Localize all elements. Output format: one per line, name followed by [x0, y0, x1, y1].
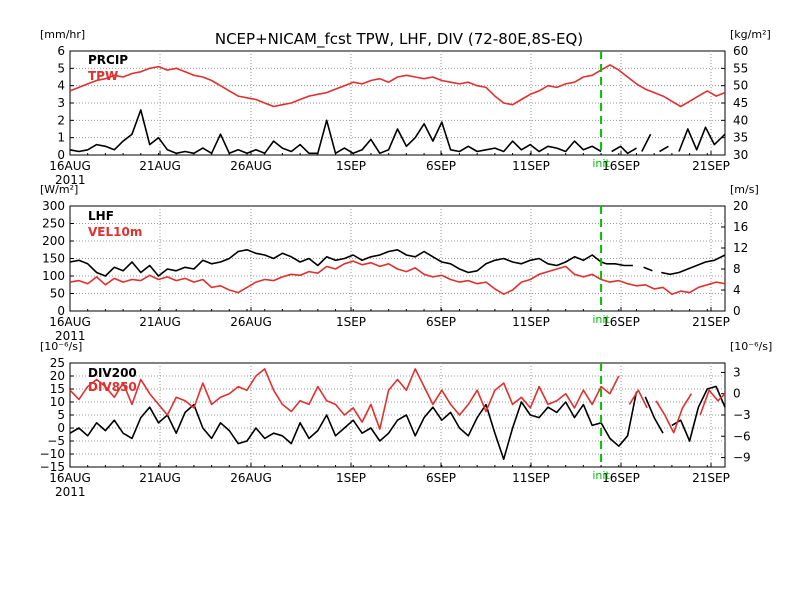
y-left-tick-label: 300	[42, 199, 65, 213]
right-axis-unit: [kg/m²]	[730, 28, 771, 41]
x-tick-label: 1SEP	[336, 315, 366, 329]
left-axis-unit: [mm/hr]	[40, 28, 85, 41]
y-right-tick-label: 35	[733, 131, 748, 145]
y-right-tick-label: 45	[733, 96, 748, 110]
y-left-tick-label: −15	[40, 460, 65, 474]
series-line-vel10m	[69, 260, 726, 295]
x-year-label: 2011	[55, 329, 86, 343]
y-left-tick-label: 5	[57, 61, 65, 75]
series-line-div200	[69, 385, 726, 460]
y-left-tick-label: 0	[57, 421, 65, 435]
x-tick-label: 16SEP	[602, 159, 640, 173]
x-tick-label: 21AUG	[139, 315, 181, 329]
y-left-tick-label: 5	[57, 408, 65, 422]
series-line-lhf	[69, 249, 726, 277]
y-right-tick-label: 3	[733, 365, 741, 379]
init-label: init	[592, 157, 610, 170]
y-right-tick-label: −6	[733, 429, 751, 443]
y-left-tick-label: 2	[57, 113, 65, 127]
legend-tpw: TPW	[88, 69, 118, 83]
y-left-tick-label: 1	[57, 131, 65, 145]
y-left-tick-label: 150	[42, 252, 65, 266]
x-tick-label: 21SEP	[692, 315, 730, 329]
y-left-tick-label: 200	[42, 234, 65, 248]
series-line-tpw	[69, 64, 726, 108]
chart-title: NCEP+NICAM_fcst TPW, LHF, DIV (72-80E,8S…	[215, 30, 583, 49]
x-tick-label: 11SEP	[512, 315, 550, 329]
x-tick-label: 16SEP	[602, 315, 640, 329]
x-tick-label: 21SEP	[692, 159, 730, 173]
x-year-label: 2011	[55, 485, 86, 499]
x-tick-label: 6SEP	[426, 315, 456, 329]
y-right-tick-label: 55	[733, 61, 748, 75]
y-right-tick-label: 0	[733, 387, 741, 401]
panel-middle: 0 50 100 150 200 250 300 0 4 8 12 16 20 16AUG 21AUG 26A…	[40, 183, 759, 343]
y-right-tick-label: 50	[733, 79, 748, 93]
y-right-tick-label: 0	[733, 304, 741, 318]
x-tick-label: 6SEP	[426, 159, 456, 173]
y-left-tick-label: 250	[42, 217, 65, 231]
y-left-tick-label: −5	[47, 434, 65, 448]
x-year-label: 2011	[55, 173, 86, 187]
y-left-tick-label: −10	[40, 447, 65, 461]
y-left-tick-label: 4	[57, 79, 65, 93]
y-left-tick-label: 3	[57, 96, 65, 110]
x-tick-label: 1SEP	[336, 159, 366, 173]
legend-vel10m: VEL10m	[88, 225, 142, 239]
y-right-tick-label: 40	[733, 113, 748, 127]
legend-lhf: LHF	[88, 209, 114, 223]
x-tick-label: 6SEP	[426, 471, 456, 485]
x-tick-label: 21AUG	[139, 159, 181, 173]
y-right-tick-label: 20	[733, 199, 748, 213]
x-tick-label: 21SEP	[692, 471, 730, 485]
y-right-tick-label: 30	[733, 148, 748, 162]
x-tick-label: 16SEP	[602, 471, 640, 485]
y-left-tick-label: 15	[50, 382, 65, 396]
x-tick-label: 26AUG	[230, 159, 272, 173]
y-left-tick-label: 0	[57, 148, 65, 162]
y-right-tick-label: 4	[733, 283, 741, 297]
x-tick-label: 16AUG	[49, 159, 91, 173]
y-right-tick-label: −3	[733, 408, 751, 422]
x-tick-label: 26AUG	[230, 315, 272, 329]
x-tick-label: 16AUG	[49, 315, 91, 329]
x-tick-label: 1SEP	[336, 471, 366, 485]
x-tick-label: 26AUG	[230, 471, 272, 485]
y-right-tick-label: 12	[733, 241, 748, 255]
init-label: init	[592, 469, 610, 482]
y-left-tick-label: 20	[50, 369, 65, 383]
y-left-tick-label: 50	[50, 287, 65, 301]
left-axis-unit: [10⁻⁶/s]	[40, 340, 82, 353]
legend-div850: DIV850	[88, 380, 137, 394]
x-tick-label: 11SEP	[512, 159, 550, 173]
y-left-tick-label: 0	[57, 304, 65, 318]
right-axis-unit: [10⁻⁶/s]	[730, 340, 772, 353]
y-left-tick-label: 25	[50, 356, 65, 370]
y-left-tick-label: 6	[57, 44, 65, 58]
y-right-tick-label: 16	[733, 220, 748, 234]
series-line-prcip	[69, 109, 726, 155]
right-axis-unit: [m/s]	[730, 183, 759, 196]
y-right-tick-label: 60	[733, 44, 748, 58]
init-label: init	[592, 313, 610, 326]
y-left-tick-label: 10	[50, 395, 65, 409]
legend-prcip: PRCIP	[88, 53, 128, 67]
y-right-tick-label: −9	[733, 451, 751, 465]
x-tick-label: 11SEP	[512, 471, 550, 485]
series-line-div850	[69, 368, 726, 434]
y-left-tick-label: 100	[42, 269, 65, 283]
x-tick-label: 16AUG	[49, 471, 91, 485]
x-tick-label: 21AUG	[139, 471, 181, 485]
left-axis-unit: [W/m²]	[40, 183, 78, 196]
y-right-tick-label: 8	[733, 262, 741, 276]
legend-div200: DIV200	[88, 366, 137, 380]
